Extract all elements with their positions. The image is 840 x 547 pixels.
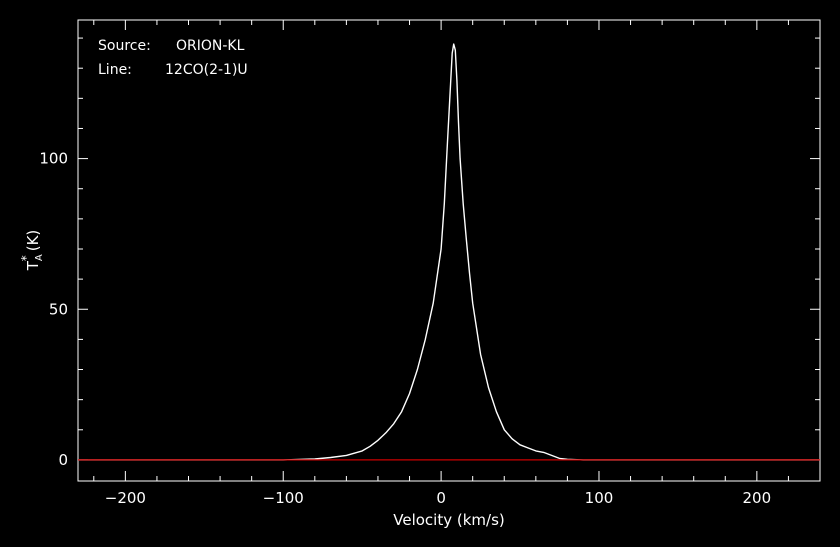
y-axis-label-sup: * [19, 255, 33, 261]
x-tick-label-100: 100 [585, 489, 614, 507]
y-axis-ticks: 0 50 100 [39, 37, 820, 469]
plot-frame [77, 19, 821, 482]
source-value: ORION-KL [176, 38, 245, 54]
line-label: Line: [98, 62, 132, 78]
y-tick-label-0: 0 [58, 451, 68, 469]
y-axis-label-unit: (K) [24, 230, 42, 252]
y-tick-label-50: 50 [49, 300, 68, 318]
x-tick-label-0: 0 [436, 489, 446, 507]
source-label: Source: [98, 38, 151, 54]
y-axis-label: TA* (K) [19, 230, 45, 272]
x-axis-ticks: −200 −100 0 100 200 [93, 20, 821, 507]
x-tick-label-minus-200: −200 [105, 489, 146, 507]
y-tick-label-100: 100 [39, 150, 68, 168]
y-axis-label-sub: A [34, 254, 45, 261]
series-layer [78, 43, 820, 461]
line-value: 12CO(2-1)U [165, 62, 248, 78]
x-tick-label-200: 200 [743, 489, 772, 507]
y-axis-label-base: T [24, 260, 42, 271]
x-axis-label: Velocity (km/s) [393, 511, 504, 529]
x-tick-label-minus-100: −100 [263, 489, 304, 507]
spectrum-line [78, 43, 820, 461]
